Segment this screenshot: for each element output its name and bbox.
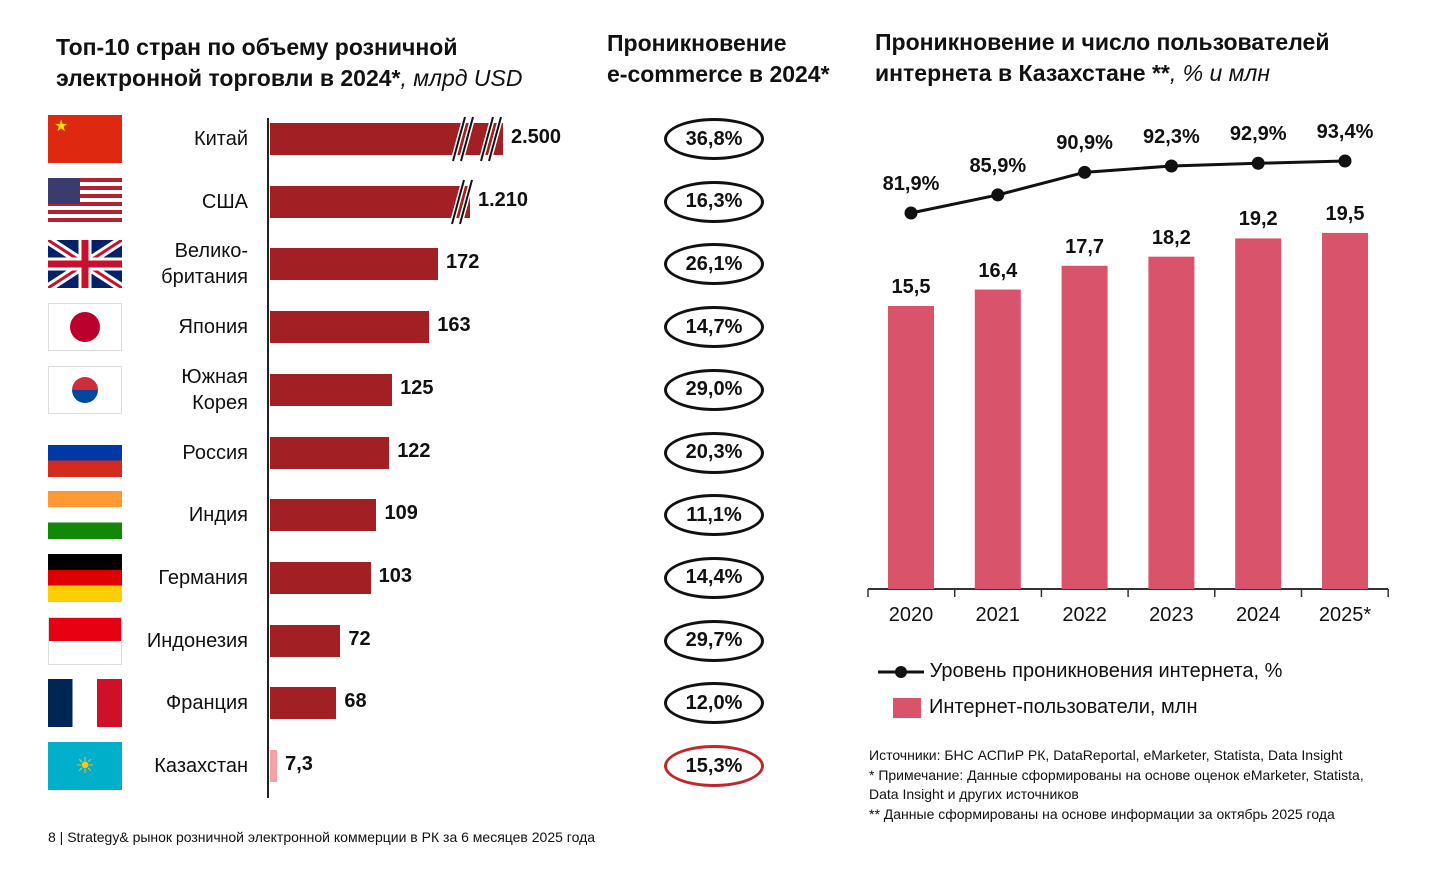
penetration-badge: 15,3%	[664, 745, 764, 787]
left-title: Топ-10 стран по объему розничной электрон…	[56, 34, 523, 91]
legend-line: Уровень проникновения интернета, %	[878, 660, 1282, 683]
flag-icon	[48, 616, 122, 665]
bar-value-label: 1.210	[478, 188, 529, 211]
axis-break-icon	[448, 178, 508, 231]
legend-bar-swatch	[893, 697, 921, 718]
bar-value-label: 19,2	[1238, 208, 1278, 231]
bar	[270, 499, 377, 532]
bar-value-label: 2.500	[511, 126, 562, 148]
middle-title: Проникновение e-commerce в 2024*	[607, 30, 830, 87]
bar	[270, 561, 371, 594]
flag-icon	[48, 428, 122, 477]
x-tick-label: 2025*	[1318, 604, 1372, 626]
x-tick-label: 2024	[1235, 604, 1281, 626]
x-tick-label: 2021	[975, 604, 1021, 626]
country-label: США	[201, 190, 248, 213]
bar-value-label: 103	[378, 564, 412, 587]
bar	[270, 687, 337, 720]
line-value-label: 81,9%	[882, 173, 940, 195]
bar-value-label: 125	[400, 376, 434, 399]
penetration-badge: 11,1%	[664, 494, 764, 537]
bar-value-label: 19,5	[1325, 202, 1365, 225]
bar-value-label: 122	[397, 439, 431, 462]
penetration-badge: 20,3%	[664, 431, 764, 474]
bar-value-label: 17,7	[1065, 235, 1105, 258]
bar-value-label: 68	[344, 690, 367, 713]
flag-icon	[48, 303, 122, 352]
bar-value-label: 163	[437, 314, 471, 337]
x-tick-label: 2020	[888, 604, 934, 626]
country-label: Индия	[188, 504, 248, 527]
bar	[270, 436, 390, 469]
user-bar	[888, 305, 934, 589]
country-label: Велико-британия	[161, 240, 248, 289]
flag-icon: ★	[48, 115, 122, 163]
bar-value-label: 109	[384, 502, 418, 525]
line-value-label: 92,9%	[1229, 123, 1287, 146]
user-bar	[1235, 238, 1282, 589]
legend-line-icon	[878, 665, 924, 678]
y-axis	[267, 118, 269, 798]
penetration-badge: 14,4%	[664, 556, 764, 599]
line-value-label: 92,3%	[1143, 125, 1200, 148]
flag-icon	[48, 240, 122, 289]
country-label: Германия	[158, 566, 248, 589]
bar	[270, 248, 439, 281]
line-point	[1251, 156, 1265, 170]
line-value-label: 93,4%	[1316, 121, 1374, 144]
user-bar	[1148, 256, 1195, 589]
penetration-badge: 36,8%	[664, 118, 764, 160]
penetration-badge: 29,0%	[664, 368, 764, 411]
penetration-line	[910, 159, 1346, 215]
flag-icon	[48, 491, 122, 540]
line-value-label: 85,9%	[969, 154, 1027, 177]
axis-break-icon	[445, 115, 505, 168]
penetration-badge: 16,3%	[664, 180, 764, 223]
country-label: Индонезия	[146, 629, 248, 652]
x-tick-label: 2022	[1062, 604, 1107, 626]
penetration-badge: 26,1%	[664, 243, 764, 286]
user-bar	[1061, 265, 1108, 589]
flag-icon	[48, 365, 122, 414]
penetration-badge: 14,7%	[664, 306, 764, 349]
bar-value-label: 172	[446, 251, 480, 274]
flag-icon	[48, 177, 122, 226]
legend-bar: Интернет-пользователи, млн	[893, 696, 1198, 719]
bar-value-label: 15,5	[891, 275, 931, 298]
bar-value-label: 18,2	[1151, 226, 1191, 249]
country-label: Франция	[166, 692, 248, 715]
bar	[270, 624, 341, 657]
country-label: Казахстан	[154, 755, 248, 777]
line-point	[991, 188, 1005, 202]
bar	[270, 311, 430, 344]
country-label: Япония	[178, 316, 248, 339]
line-point	[1164, 159, 1178, 173]
notes: Источники: БНС АСПиР РК, DataReportal, e…	[869, 747, 1364, 822]
user-bar	[974, 289, 1021, 589]
user-bar	[1322, 232, 1368, 589]
bar	[270, 185, 470, 218]
country-label: Россия	[182, 441, 248, 464]
penetration-badge: 29,7%	[664, 619, 764, 662]
bar-value-label: 16,4	[978, 259, 1018, 282]
line-value-label: 90,9%	[1056, 132, 1113, 155]
line-point	[1078, 165, 1092, 179]
footer: 8 | Strategy& рынок розничной электронно…	[48, 829, 596, 845]
penetration-badge: 12,0%	[664, 682, 764, 725]
bar-value-label: 72	[348, 627, 371, 650]
flag-icon: ☀	[48, 742, 122, 790]
bar	[270, 373, 393, 406]
country-label: Южная Корея	[181, 365, 248, 414]
country-label: Китай	[193, 128, 248, 150]
line-point	[1338, 154, 1352, 168]
flag-icon	[48, 553, 122, 602]
bar-value-label: 7,3	[285, 753, 313, 775]
flag-icon	[48, 679, 122, 728]
x-tick-label: 2023	[1149, 604, 1194, 626]
right-title: Проникновение и число пользователей интер…	[875, 29, 1330, 86]
line-point	[904, 206, 918, 220]
bar	[270, 750, 278, 782]
